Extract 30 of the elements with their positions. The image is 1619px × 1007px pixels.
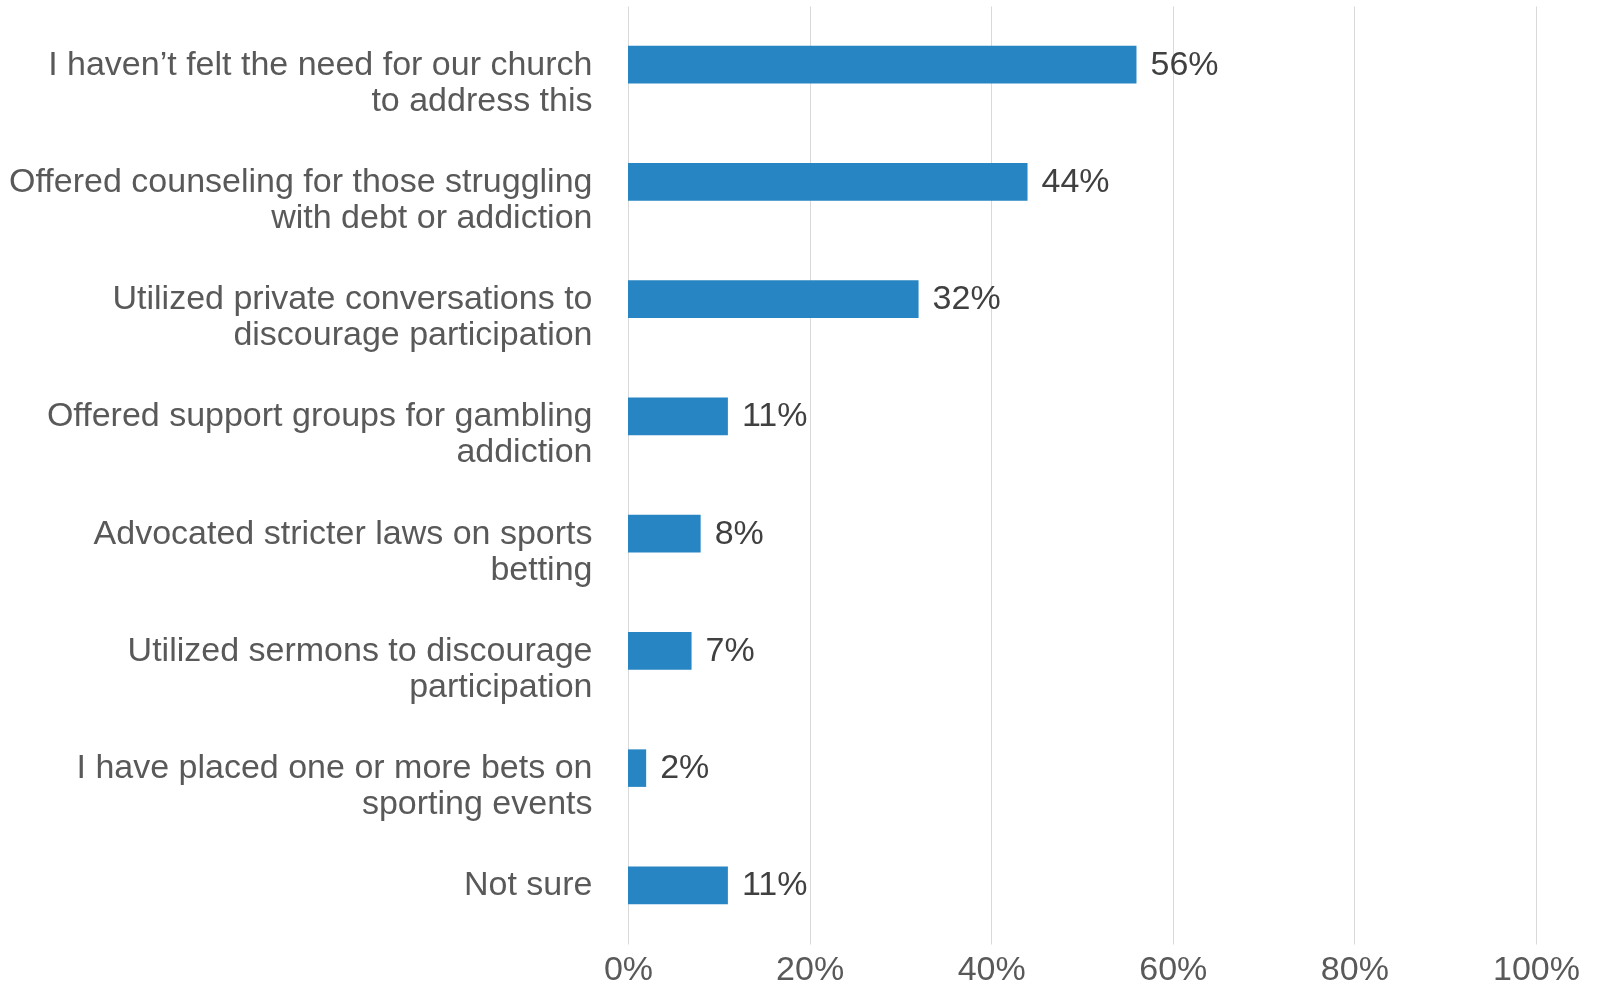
y-tick-label: Utilized private conversations to discourage participation xyxy=(112,278,593,353)
y-tick-label: Utilized sermons to discourage participation xyxy=(127,629,593,704)
data-label: 56% xyxy=(1150,43,1219,82)
x-tick-label: 40% xyxy=(957,948,1026,987)
y-tick-label: I have placed one or more bets on sporting events xyxy=(76,747,593,822)
x-tick-label: 80% xyxy=(1320,948,1389,987)
data-label: 7% xyxy=(705,629,755,668)
data-label: 11% xyxy=(741,395,808,434)
x-tick-label: 20% xyxy=(776,948,845,987)
data-label: 8% xyxy=(714,512,764,551)
bar xyxy=(628,866,728,905)
bar xyxy=(628,280,919,318)
bar xyxy=(628,45,1137,84)
x-tick-label: 60% xyxy=(1139,948,1208,987)
data-label: 11% xyxy=(741,864,808,903)
y-tick-label: I haven’t felt the need for our church to address this xyxy=(48,43,593,118)
y-tick-label: Advocated stricter laws on sports betting xyxy=(93,512,593,587)
y-tick-label: Offered support groups for gambling addiction xyxy=(46,395,593,470)
bar xyxy=(628,397,728,436)
data-label: 44% xyxy=(1041,160,1110,199)
bar xyxy=(628,632,692,670)
bar xyxy=(628,514,701,553)
x-tick-label: 100% xyxy=(1493,948,1580,987)
bar xyxy=(628,163,1028,201)
y-tick-label: Offered counseling for those struggling with debt or addiction xyxy=(9,160,593,235)
y-tick-label: Not sure xyxy=(464,864,593,903)
data-label: 2% xyxy=(660,747,710,786)
data-label: 32% xyxy=(932,278,1001,317)
bar xyxy=(628,749,647,787)
x-tick-label: 0% xyxy=(603,948,654,987)
